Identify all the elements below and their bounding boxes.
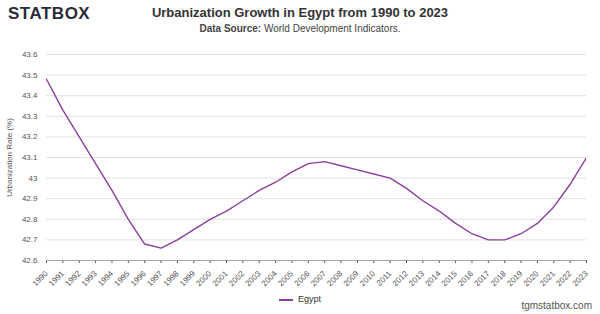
svg-text:42.7: 42.7 bbox=[22, 235, 38, 244]
svg-text:1997: 1997 bbox=[145, 269, 164, 288]
svg-text:42.8: 42.8 bbox=[22, 215, 38, 224]
svg-text:42.6: 42.6 bbox=[22, 256, 38, 265]
svg-text:2013: 2013 bbox=[407, 269, 426, 288]
html-text:Egypt: Egypt bbox=[298, 294, 321, 304]
svg-text:2022: 2022 bbox=[554, 269, 573, 288]
svg-text:42.9: 42.9 bbox=[22, 194, 38, 203]
svg-text:2020: 2020 bbox=[522, 269, 541, 288]
svg-text:1999: 1999 bbox=[178, 269, 197, 288]
svg-text:1993: 1993 bbox=[80, 269, 99, 288]
svg-text:43.1: 43.1 bbox=[22, 153, 38, 162]
svg-text:1992: 1992 bbox=[64, 269, 83, 288]
svg-text:43.5: 43.5 bbox=[22, 71, 38, 80]
svg-text:2004: 2004 bbox=[260, 269, 279, 288]
svg-text:2005: 2005 bbox=[276, 269, 295, 288]
html-text:Data Source: World Development: Data Source: World Development Indicator… bbox=[199, 23, 401, 34]
html-text:Urbanization Growth in Egypt f: Urbanization Growth in Egypt from 1990 t… bbox=[151, 5, 449, 20]
svg-text:43.4: 43.4 bbox=[22, 91, 38, 100]
svg-text:1991: 1991 bbox=[47, 269, 66, 288]
html-text:STATBOX: STATBOX bbox=[8, 4, 91, 23]
svg-text:1995: 1995 bbox=[113, 269, 132, 288]
svg-text:2003: 2003 bbox=[244, 269, 263, 288]
svg-text:2001: 2001 bbox=[211, 269, 230, 288]
svg-text:2015: 2015 bbox=[440, 269, 459, 288]
svg-text:2018: 2018 bbox=[489, 269, 508, 288]
svg-text:1990: 1990 bbox=[31, 269, 50, 288]
svg-text:2012: 2012 bbox=[391, 269, 410, 288]
svg-text:1994: 1994 bbox=[96, 269, 115, 288]
html-text:tgmstatbox.com: tgmstatbox.com bbox=[521, 300, 592, 311]
svg-text:2002: 2002 bbox=[227, 269, 246, 288]
svg-text:2016: 2016 bbox=[456, 269, 475, 288]
svg-text:1996: 1996 bbox=[129, 269, 148, 288]
svg-text:2011: 2011 bbox=[375, 269, 394, 288]
svg-text:2008: 2008 bbox=[325, 269, 344, 288]
svg-text:2010: 2010 bbox=[358, 269, 377, 288]
svg-text:43.6: 43.6 bbox=[22, 50, 38, 59]
svg-text:2019: 2019 bbox=[505, 269, 524, 288]
svg-text:Urbanization Rate (%): Urbanization Rate (%) bbox=[5, 118, 14, 197]
svg-text:2017: 2017 bbox=[473, 269, 492, 288]
svg-text:2006: 2006 bbox=[293, 269, 312, 288]
svg-text:2009: 2009 bbox=[342, 269, 361, 288]
svg-text:2007: 2007 bbox=[309, 269, 328, 288]
svg-text:2021: 2021 bbox=[538, 269, 557, 288]
svg-text:2023: 2023 bbox=[571, 269, 590, 288]
svg-text:43.3: 43.3 bbox=[22, 112, 38, 121]
svg-text:2014: 2014 bbox=[424, 269, 443, 288]
svg-text:43.2: 43.2 bbox=[22, 132, 38, 141]
svg-text:43: 43 bbox=[29, 174, 38, 183]
svg-text:2000: 2000 bbox=[194, 269, 213, 288]
svg-text:1998: 1998 bbox=[162, 269, 181, 288]
